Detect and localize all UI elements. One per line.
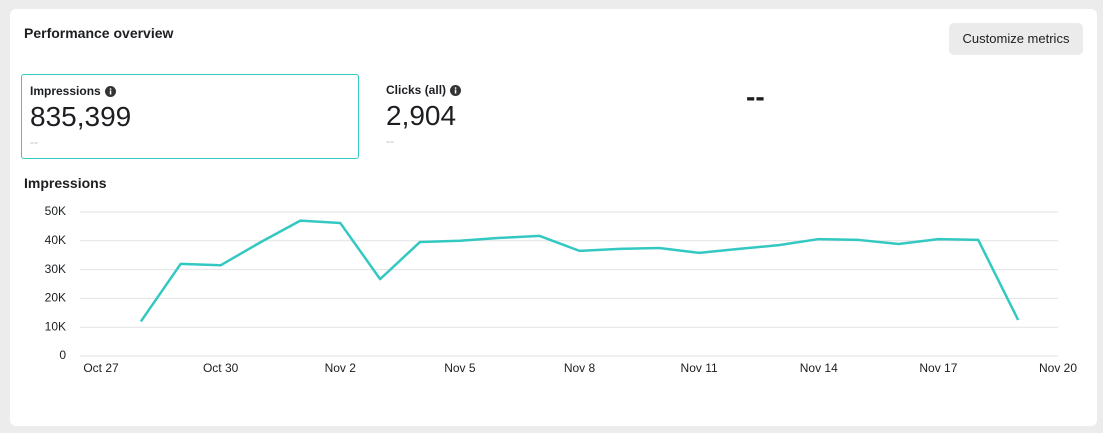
x-tick-label: Oct 30 xyxy=(203,361,239,375)
metric-value: 2,904 xyxy=(386,100,457,131)
metric-value: 835,399 xyxy=(30,101,132,132)
x-tick-label: Nov 11 xyxy=(681,361,718,375)
card: Performance overview Customize metrics I… xyxy=(10,9,1097,426)
x-tick-label: Nov 8 xyxy=(564,361,596,375)
info-icon[interactable] xyxy=(450,84,462,96)
x-tick-label: Nov 14 xyxy=(800,361,838,375)
metric-label: Clicks (all) xyxy=(386,83,447,97)
x-tick-label: Nov 5 xyxy=(444,361,476,375)
x-tick-label: Nov 2 xyxy=(325,361,357,375)
y-tick-label: 30K xyxy=(45,262,66,276)
info-icon[interactable] xyxy=(104,85,116,97)
y-tick-label: 20K xyxy=(45,291,66,305)
metric-empty: -- xyxy=(746,81,765,112)
metric-card[interactable]: Impressions 835,399 -- xyxy=(21,74,359,159)
card-title: Performance overview xyxy=(24,25,174,41)
metric-change: -- xyxy=(386,134,394,148)
metric-label-row: Impressions xyxy=(30,84,350,98)
line xyxy=(139,219,1020,323)
metric-label: Impressions xyxy=(30,84,101,98)
metric-label-row: Clicks (all) xyxy=(386,83,708,97)
y-tick-label: 10K xyxy=(45,319,66,333)
y-tick-label: 50K xyxy=(45,204,66,218)
chart: 0 10K 20K 30K 40K 50K Oct 27 Oct 30 Nov 2 Nov 5 No… xyxy=(45,204,1078,375)
x-tick-label: Oct 27 xyxy=(83,361,119,375)
x-tick-label: Nov 17 xyxy=(919,361,957,375)
y-tick-label: 40K xyxy=(45,233,66,247)
metric-change: -- xyxy=(30,135,38,149)
y-tick-label: 0 xyxy=(59,348,66,362)
customize-button[interactable]: Customize metrics xyxy=(949,23,1083,55)
x-tick-label: Nov 20 xyxy=(1039,361,1077,375)
metric-card[interactable]: Clicks (all) 2,904 -- xyxy=(378,74,716,159)
chart-title: Impressions xyxy=(24,175,107,191)
